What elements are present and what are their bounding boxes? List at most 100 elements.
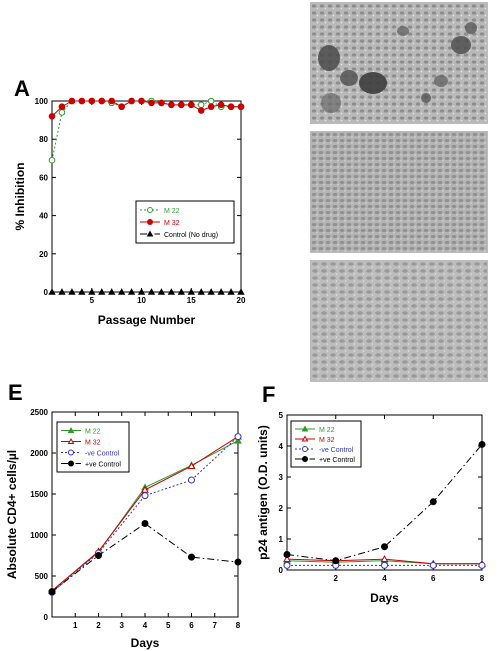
chart-f-point: [332, 557, 340, 565]
micrograph-b: [310, 2, 488, 124]
chart-f-point: [283, 561, 291, 569]
chart-e-ytick-label: 1500: [30, 490, 48, 499]
chart-e-point: [234, 436, 242, 444]
chart-a-point: [197, 107, 205, 114]
chart-f-point: [283, 556, 291, 564]
chart-a-point: [148, 99, 155, 107]
chart-a-point: [197, 101, 205, 109]
chart-e-legend-label: M 22: [85, 429, 101, 436]
chart-a-point: [237, 103, 245, 111]
chart-a-point: [88, 288, 96, 295]
chart-e-series-line: [51, 440, 239, 592]
chart-e-point: [187, 461, 196, 469]
chart-f-point: [429, 561, 437, 569]
chart-f-xtick-label: 2: [334, 574, 339, 583]
chart-a-point: [237, 288, 245, 295]
chart-f-point: [429, 559, 438, 567]
chart-a-point: [128, 97, 135, 105]
chart-f-ytick-label: 0: [279, 566, 284, 575]
chart-e-xtick-label: 6: [189, 621, 194, 630]
chart-a-point: [187, 101, 195, 109]
chart-e-point: [234, 432, 242, 440]
chart-a-point: [58, 109, 66, 116]
chart-a-point: [78, 97, 86, 105]
chart-a-point: [197, 288, 205, 295]
chart-a-point: [68, 97, 76, 105]
chart-f-xtick-label: 6: [431, 574, 436, 583]
chart-a-point: [168, 101, 175, 109]
chart-e-legend: [56, 421, 130, 473]
chart-f-legend: [290, 420, 362, 468]
chart-f-point: [478, 561, 486, 569]
chart-e-point: [188, 476, 195, 484]
chart-f-point: [283, 551, 291, 558]
chart-e-xtick-label: 4: [143, 621, 148, 630]
chart-f-legend-label: +ve Control: [319, 457, 355, 464]
micrograph-d-image: [311, 261, 487, 381]
chart-e-xtick-label: 5: [166, 621, 171, 630]
chart-a-xtick-label: 15: [187, 296, 196, 305]
chart-e-series-line: [51, 436, 239, 592]
chart-f-point: [381, 543, 388, 551]
chart-f-point: [380, 556, 389, 564]
chart-f-ytick-label: 3: [279, 473, 284, 482]
chart-e-point: [141, 520, 149, 528]
chart-f-ytick-label: 4: [279, 442, 284, 451]
chart-a-point: [237, 103, 245, 111]
chart-f-legend-marker: [301, 435, 309, 442]
chart-f-legend-marker: [301, 425, 309, 432]
chart-a-point: [158, 99, 165, 107]
chart-a-legend-label: M 32: [164, 220, 180, 227]
chart-e-ylabel: Absolute CD4+ cells/µl: [5, 450, 19, 579]
chart-f-point: [478, 440, 486, 448]
chart-a-point: [147, 288, 156, 295]
chart-e-point: [48, 586, 56, 594]
chart-a-point: [108, 99, 115, 107]
chart-f-point: [331, 558, 340, 566]
chart-e-point: [95, 549, 102, 557]
chart-a-point: [127, 288, 136, 295]
chart-f-series-line: [286, 444, 483, 562]
chart-e-point: [48, 588, 56, 596]
chart-e-legend-marker: [68, 460, 74, 467]
chart-a-point: [108, 288, 116, 295]
chart-a-point: [227, 103, 235, 111]
chart-a-point: [58, 103, 66, 111]
chart-a-point: [178, 101, 185, 109]
chart-f-point: [380, 555, 389, 563]
chart-a-ytick-label: 40: [39, 212, 48, 221]
chart-a-point: [187, 101, 195, 109]
chart-a-point: [217, 288, 225, 295]
chart-a-point: [98, 97, 106, 105]
micrograph-c-image: [311, 132, 487, 252]
chart-f-point: [332, 561, 340, 569]
chart-a-point: [158, 99, 165, 107]
chart-a-point: [48, 112, 56, 120]
chart-a-point: [157, 288, 166, 295]
micrograph-c: [310, 131, 488, 253]
chart-e-ytick-label: 1000: [30, 531, 48, 540]
chart-a-ytick-label: 0: [44, 288, 49, 297]
chart-a-point: [88, 97, 96, 105]
chart-e-legend-label: M 32: [85, 440, 101, 447]
chart-a-point: [207, 288, 215, 295]
chart-a-legend-marker: [147, 219, 153, 225]
chart-e-point: [234, 558, 242, 566]
chart-e-legend-marker: [67, 426, 75, 433]
chart-f-point: [478, 559, 486, 567]
chart-a-xtick-label: 10: [137, 296, 146, 305]
chart-f-legend-label: M 22: [319, 427, 335, 434]
chart-a-point: [138, 97, 145, 105]
chart-a-point: [48, 288, 56, 295]
chart-e-series-line: [51, 436, 239, 593]
chart-a-point: [98, 288, 106, 295]
chart-e-frame: [51, 411, 239, 618]
chart-f-series-line: [286, 560, 482, 565]
chart-f-series-line: [286, 558, 482, 565]
chart-a-frame: [51, 100, 242, 293]
chart-e-xtick-label: 2: [96, 621, 101, 630]
chart-a-point: [217, 103, 225, 111]
chart-a-point: [128, 97, 135, 105]
chart-a-point: [178, 101, 185, 109]
chart-e-series-line: [51, 522, 239, 592]
